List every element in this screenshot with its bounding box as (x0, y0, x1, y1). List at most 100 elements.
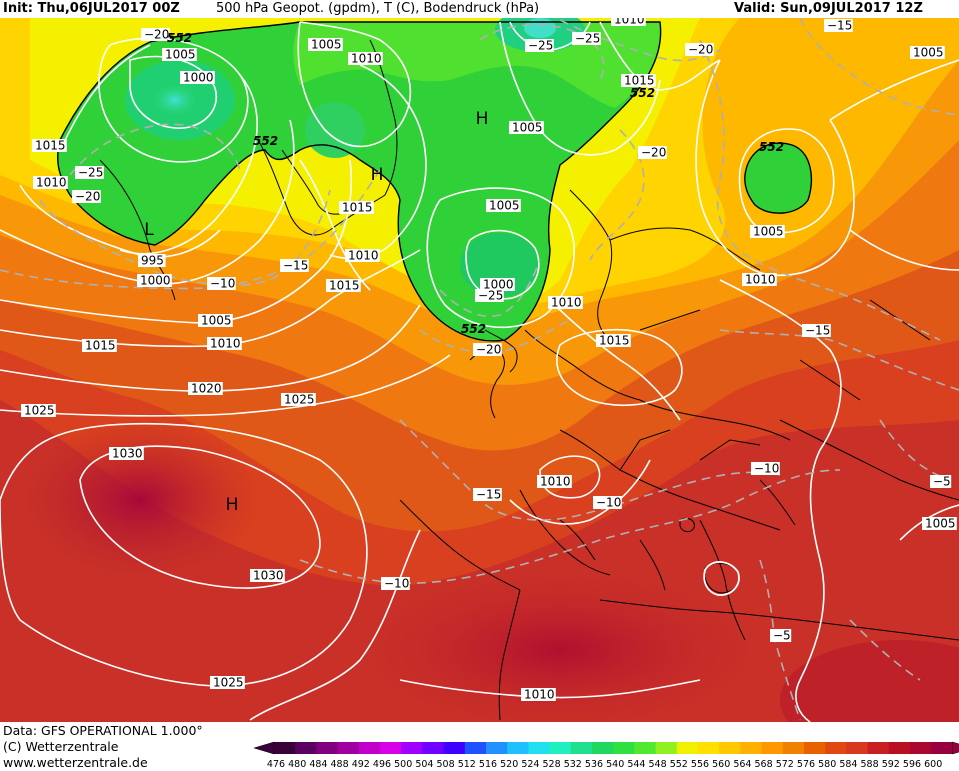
isobar-label-box (308, 38, 343, 51)
legend-value: 592 (882, 759, 900, 770)
isotherm-label: −10 (207, 277, 236, 291)
legend-value: 572 (776, 759, 794, 770)
legend-swatch (507, 742, 529, 754)
legend-swatch (910, 742, 932, 754)
isobar-label: 1025 (210, 676, 245, 690)
isotherm-label-box (685, 43, 714, 56)
isotherm-label: −5 (930, 475, 952, 489)
isobar-label-text: 1015 (329, 279, 360, 293)
isobar-label-box (21, 404, 56, 417)
copyright: (C) Wetterzentrale (3, 739, 119, 754)
isobar-label: 1000 (480, 278, 515, 292)
legend-value: 532 (564, 759, 582, 770)
isobar-label: 1015 (82, 339, 117, 353)
legend-value: 536 (585, 759, 603, 770)
legend-swatch (613, 742, 635, 754)
isobar-label-box (910, 46, 945, 59)
isobar-label-text: 1015 (599, 334, 630, 348)
isobar-label-text: 1010 (745, 273, 776, 287)
isobar-label-text: 1005 (925, 517, 956, 531)
isotherm-label-text: −15 (827, 19, 852, 33)
isotherm-label-text: −25 (528, 39, 553, 53)
isotherm-label-box (141, 28, 170, 41)
legend-swatch (464, 742, 487, 754)
isobar-label-box (180, 71, 215, 84)
isobar-label-box (198, 314, 233, 327)
legend-value: 512 (458, 759, 476, 770)
legend-value: 484 (309, 759, 327, 770)
isotherm-label: −10 (751, 462, 780, 476)
isobar-label: 1015 (596, 334, 631, 348)
isobar-label: 1005 (198, 314, 233, 328)
isotherm-label-box (75, 166, 104, 179)
legend-arrow-left (253, 741, 275, 755)
isotherm-label-box (207, 277, 236, 290)
low-pressure-center: L (144, 220, 154, 240)
legend-value: 584 (839, 759, 857, 770)
isotherm-label-text: −10 (384, 577, 409, 591)
isobar-label: 1025 (281, 393, 316, 407)
isobar-label-box (537, 475, 572, 488)
isobar-label-text: 1005 (913, 46, 944, 60)
isobar-label-box (210, 676, 245, 689)
isobar-label: 1005 (308, 38, 343, 52)
legend-value: 580 (818, 759, 836, 770)
high-pressure-center: H (476, 109, 489, 129)
isotherm-label-text: −5 (773, 629, 791, 643)
legend-swatch (380, 742, 402, 754)
isobar-label-text: 1010 (351, 52, 382, 66)
isobar-label-box (137, 274, 172, 287)
geopotential-label: 552 (461, 322, 486, 336)
isotherm-label-box (473, 488, 502, 501)
isotherm-label: −15 (802, 324, 831, 338)
high-pressure-center: H (371, 165, 384, 185)
isobar-label-box (162, 48, 197, 61)
legend-swatch (422, 742, 445, 754)
isotherm-label-text: −15 (476, 488, 501, 502)
isotherm-label: −15 (280, 259, 309, 273)
legend-value: 564 (733, 759, 751, 770)
isotherm-label-box (638, 146, 667, 159)
legend-value: 508 (437, 759, 455, 770)
isobar-label: 1020 (188, 382, 223, 396)
isobar-label: 1010 (345, 249, 380, 263)
isobar-label-box (922, 517, 957, 530)
isobar-label: 995 (138, 254, 166, 268)
isobar-label-box (281, 393, 316, 406)
isotherm-label: −15 (473, 488, 502, 502)
isobars (0, 21, 959, 723)
isobar-label-text: 1015 (35, 139, 66, 153)
isobar-label: 1015 (621, 74, 656, 88)
isotherm-label-box (824, 19, 853, 32)
isobar-label-text: 1000 (140, 274, 171, 288)
isotherm-label: −20 (473, 343, 502, 357)
isobar-label: 1005 (509, 121, 544, 135)
isotherm-label: −25 (572, 32, 601, 46)
isobar-label-text: 1000 (183, 71, 214, 85)
isobar-label-text: 1000 (483, 278, 514, 292)
legend-swatch (846, 742, 869, 754)
legend-swatch (274, 742, 296, 754)
isotherm-label: −20 (72, 190, 101, 204)
legend-value: 500 (394, 759, 412, 770)
isobar-label-box (621, 74, 656, 87)
legend-swatch (804, 742, 826, 754)
legend-swatch (592, 742, 614, 754)
legend-value: 476 (267, 759, 285, 770)
legend-swatch (888, 742, 911, 754)
isobar-label: 1010 (207, 337, 242, 351)
map-labels: 1005 1000 1015 1010 995 1000 1005 1010 1015 1020 1… (21, 13, 957, 702)
isobar-label-box (480, 278, 515, 291)
isotherm-label-box (280, 259, 309, 272)
isobar-label-box (486, 199, 521, 212)
legend-swatch (761, 742, 784, 754)
legend-arrow-right (952, 741, 959, 755)
legend-value: 524 (521, 759, 539, 770)
geopotential-label: 552 (253, 134, 278, 148)
isobar-label: 1005 (486, 199, 521, 213)
isobar-label-box (339, 201, 374, 214)
isobar-label-box (188, 382, 223, 395)
isotherm-label-text: −20 (641, 146, 666, 160)
legend-swatch (740, 742, 763, 754)
geopotential-label: 552 (630, 86, 655, 100)
